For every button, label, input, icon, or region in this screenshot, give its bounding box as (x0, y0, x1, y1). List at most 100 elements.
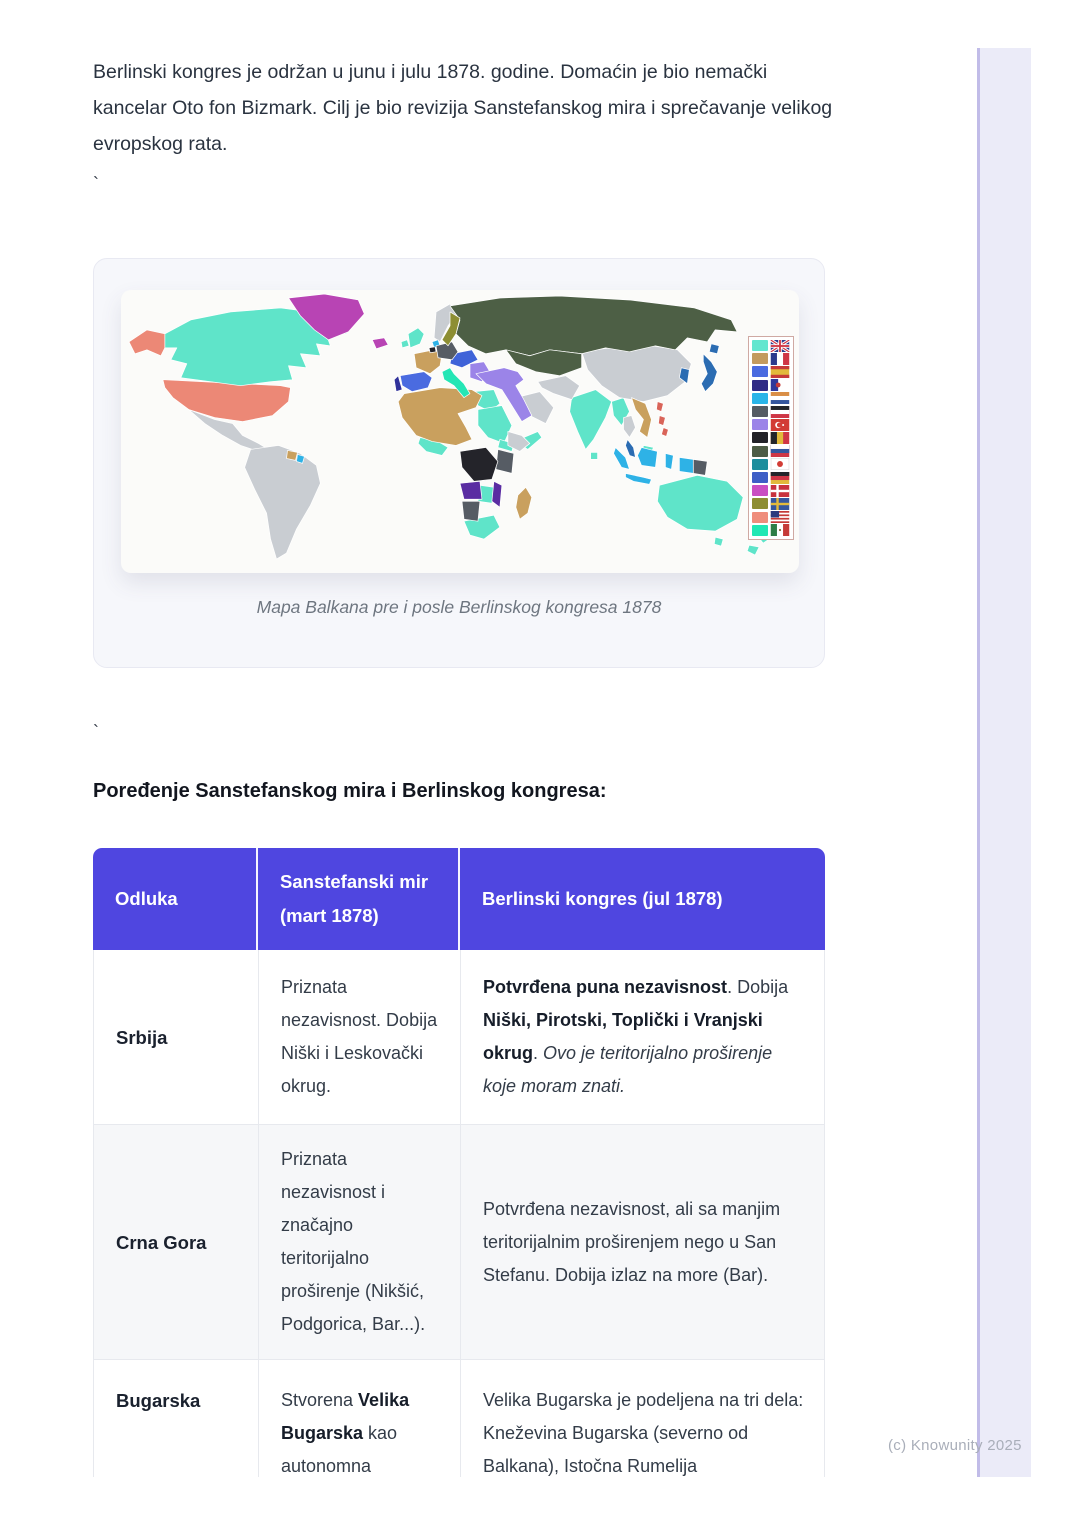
legend-color-swatch (752, 485, 768, 497)
flag-russia-icon (770, 445, 790, 458)
map-region-independent (188, 303, 692, 560)
text-segment: Potvrđena puna nezavisnost (483, 977, 728, 997)
legend-row (752, 484, 790, 497)
world-map-image[interactable] (121, 290, 799, 573)
map-region-sweden (441, 311, 461, 347)
text-segment: Niški, Pirotski, Toplički i Vranjski okr… (483, 1010, 763, 1063)
row-label: Crna Gora (94, 1125, 259, 1359)
cell-sanstefan: Stvorena Velika Bugarska kao autonomna (259, 1360, 461, 1477)
flag-belgium-icon (770, 431, 790, 444)
cell-sanstefan: Priznata nezavisnost i značajno teritori… (259, 1125, 461, 1359)
flag-sweden-icon (770, 497, 790, 510)
table-header-berlin: Berlinski kongres (jul 1878) (482, 888, 723, 909)
legend-row (752, 352, 790, 365)
flag-france-icon (770, 352, 790, 365)
row-label: Bugarska (94, 1360, 259, 1477)
page-edge-bar (977, 48, 1031, 1477)
comparison-table: Odluka Sanstefanski mir (mart 1878) Berl… (93, 848, 825, 1477)
legend-color-swatch (752, 458, 768, 470)
legend-row (752, 405, 790, 418)
flag-usa-icon (770, 511, 790, 524)
world-map-svg (128, 293, 770, 560)
flag-ottoman-icon (770, 418, 790, 431)
table-header-sanstefan: Sanstefanski mir (mart 1878) (258, 848, 460, 950)
text-segment: Ovo je teritorijalno proširenje koje mor… (483, 1043, 773, 1096)
flag-germany-icon (770, 471, 790, 484)
legend-color-swatch (752, 432, 768, 444)
text-segment: Potvrđena nezavisnost, ali sa manjim ter… (483, 1198, 781, 1285)
legend-color-swatch (752, 472, 768, 484)
stray-backtick-1: ` (93, 174, 99, 194)
legend-color-swatch (752, 498, 768, 510)
text-segment: Velika Bugarska je podeljena na tri dela… (483, 1390, 804, 1476)
text-segment: Velika Bugarska (281, 1390, 410, 1443)
text-segment: Priznata nezavisnost i značajno teritori… (281, 1149, 426, 1334)
legend-row (752, 458, 790, 471)
cell-sanstefan: Priznata nezavisnost. Dobija Niški i Les… (259, 950, 461, 1124)
map-region-dutch-empire (296, 339, 694, 485)
table-row-crna-gora: Crna Gora Priznata nezavisnost i značajn… (93, 1125, 825, 1360)
map-region-portuguese-colonies (459, 480, 503, 508)
comparison-heading: Poređenje Sanstefanskog mira i Berlinsko… (93, 780, 607, 802)
legend-row (752, 339, 790, 352)
cell-berlin: Velika Bugarska je podeljena na tri dela… (461, 1360, 825, 1477)
knowunity-watermark: (c) Knowunity 2025 (888, 1437, 1022, 1454)
map-region-german-empire (435, 341, 708, 522)
legend-row (752, 511, 790, 524)
map-region-portugal (393, 375, 403, 392)
text-segment: . (533, 1043, 544, 1063)
map-region-danish (288, 293, 389, 350)
flag-spain-icon (770, 365, 790, 378)
legend-color-swatch (752, 406, 768, 418)
legend-row (752, 497, 790, 510)
cell-berlin: Potvrđena puna nezavisnost. Dobija Niški… (461, 950, 825, 1124)
legend-color-swatch (752, 524, 768, 536)
map-legend (748, 336, 794, 540)
table-row-srbija: Srbija Priznata nezavisnost. Dobija Nišk… (93, 950, 825, 1125)
map-region-japan-korea (625, 343, 720, 458)
flag-uk-icon (770, 339, 790, 352)
table-row-bugarska: Bugarska Stvorena Velika Bugarska kao au… (93, 1360, 825, 1477)
text-segment: kao autonomna (281, 1423, 398, 1476)
intro-paragraph: Berlinski kongres je održan u junu i jul… (93, 61, 833, 155)
flag-denmark-icon (770, 484, 790, 497)
legend-row (752, 471, 790, 484)
legend-color-swatch (752, 511, 768, 523)
legend-color-swatch (752, 392, 768, 404)
legend-row (752, 392, 790, 405)
flag-portugal-icon (770, 379, 790, 392)
map-region-ottoman-empire (469, 361, 533, 422)
legend-color-swatch (752, 340, 768, 351)
figure-card: Mapa Balkana pre i posle Berlinskog kong… (93, 258, 825, 668)
stray-backtick-2: ` (93, 722, 99, 742)
legend-row (752, 431, 790, 444)
table-header-row: Odluka Sanstefanski mir (mart 1878) Berl… (93, 848, 825, 950)
map-region-philippines (656, 401, 669, 437)
text-segment: Priznata nezavisnost. Dobija Niški i Les… (281, 977, 438, 1096)
map-region-spain (399, 371, 433, 392)
row-label: Srbija (94, 950, 259, 1124)
figure-caption: Mapa Balkana pre i posle Berlinskog kong… (256, 597, 662, 617)
cell-berlin: Potvrđena nezavisnost, ali sa manjim ter… (461, 1125, 825, 1359)
table-header-odluka: Odluka (93, 848, 258, 950)
flag-mexico-icon (770, 524, 790, 537)
legend-color-swatch (752, 445, 768, 457)
flag-netherlands-icon (770, 392, 790, 405)
legend-row (752, 445, 790, 458)
legend-color-swatch (752, 366, 768, 378)
legend-color-swatch (752, 379, 768, 391)
legend-row (752, 365, 790, 378)
legend-row (752, 524, 790, 537)
legend-color-swatch (752, 419, 768, 431)
legend-row (752, 379, 790, 392)
map-region-russian-empire (449, 295, 738, 377)
map-region-french-empire (286, 349, 652, 520)
flag-german_empire-icon (770, 405, 790, 418)
map-region-italy (441, 367, 471, 398)
legend-color-swatch (752, 353, 768, 365)
text-segment: . Dobija (727, 977, 789, 997)
text-segment: Stvorena (281, 1390, 359, 1410)
flag-japan-icon (770, 458, 790, 471)
map-region-belgian (428, 346, 499, 482)
legend-row (752, 418, 790, 431)
